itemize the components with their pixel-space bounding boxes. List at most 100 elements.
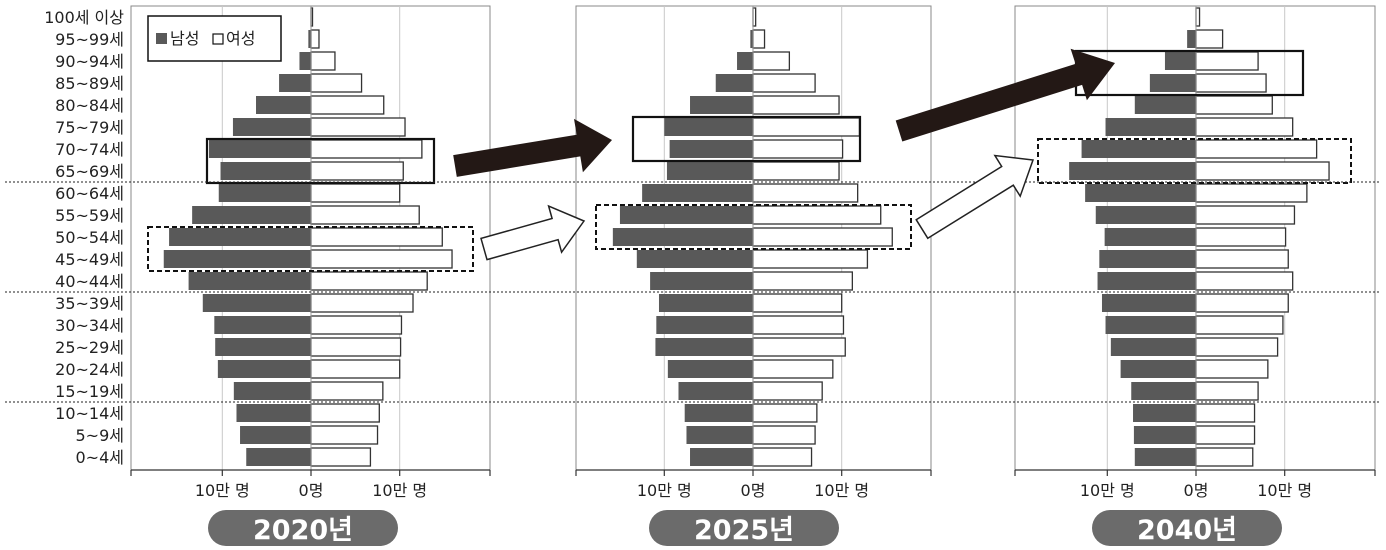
bar-female <box>310 73 363 93</box>
bar-male <box>163 250 311 268</box>
age-label: 100세 이상 <box>44 8 124 27</box>
bar-female <box>310 425 379 445</box>
bar-male <box>236 404 311 422</box>
x-tick-label: 10만 명 <box>372 481 427 500</box>
arrow-solid <box>895 48 1115 142</box>
bar-female <box>1195 161 1330 181</box>
age-label: 55~59세 <box>55 206 124 225</box>
x-tick-label: 10만 명 <box>1080 481 1135 500</box>
bar-female <box>1195 139 1318 159</box>
bar-male <box>1101 294 1196 312</box>
bar-male <box>246 448 311 466</box>
bar-female <box>1195 183 1308 203</box>
age-label: 85~89세 <box>55 74 124 93</box>
bar-male <box>218 184 311 202</box>
bar-female <box>752 73 816 93</box>
bar-male <box>1134 96 1196 114</box>
bar-female <box>310 117 406 137</box>
bar-female <box>752 29 766 49</box>
bar-male <box>202 294 311 312</box>
bar-male <box>650 272 753 290</box>
age-label: 90~94세 <box>55 52 124 71</box>
bar-female <box>1195 271 1294 291</box>
bar-male <box>1110 338 1196 356</box>
bar-female <box>310 293 414 313</box>
highlight-box-solid <box>631 115 862 163</box>
bar-female <box>1195 7 1201 27</box>
highlight-box-dashed <box>147 226 474 272</box>
bar-female <box>1195 227 1287 247</box>
bar-female <box>310 95 385 115</box>
age-label: 45~49세 <box>55 250 124 269</box>
age-label: 5~9세 <box>76 426 125 445</box>
highlight-box-dashed <box>1037 138 1352 184</box>
legend-male-label: 남성 <box>170 29 199 48</box>
age-label: 65~69세 <box>55 162 124 181</box>
x-tick-label: 10만 명 <box>637 481 692 500</box>
bar-female <box>752 315 845 335</box>
age-labels: 100세 이상 95~99세 90~94세 85~89세 80~84세 75~79세 70~… <box>44 8 124 467</box>
bar-female <box>1195 293 1289 313</box>
bar-male <box>690 96 753 114</box>
bar-male <box>686 426 753 444</box>
x-tick-label: 10만 명 <box>814 481 869 500</box>
bar-male <box>1149 74 1196 92</box>
year-label: 2025년 <box>694 515 794 546</box>
age-label: 20~24세 <box>55 360 124 379</box>
bar-female <box>752 205 882 225</box>
x-tick-label: 0명 <box>741 481 766 500</box>
arrow-outline <box>480 204 586 261</box>
transition-arrows <box>5 48 1381 403</box>
bar-female <box>1195 337 1279 357</box>
bar-male <box>188 272 311 290</box>
bar-female <box>310 337 402 357</box>
bar-female <box>752 95 840 115</box>
arrow-solid <box>453 118 612 177</box>
bar-female <box>752 161 840 181</box>
legend: 남성 여성 <box>147 15 282 62</box>
bar-female <box>1195 403 1256 423</box>
bar-female <box>1195 29 1224 49</box>
bar-female <box>1195 73 1267 93</box>
legend-female-swatch <box>212 33 224 45</box>
bar-male <box>664 118 753 136</box>
bar-female <box>1195 117 1294 137</box>
age-label: 75~79세 <box>55 118 124 137</box>
bar-male <box>256 96 311 114</box>
bar-female <box>310 139 423 159</box>
year-pill <box>208 510 398 546</box>
bar-male <box>299 52 311 70</box>
bar-female <box>310 227 443 247</box>
age-label: 80~84세 <box>55 96 124 115</box>
bar-male <box>1105 316 1196 334</box>
bar-male <box>1187 30 1196 48</box>
bar-female <box>1195 381 1259 401</box>
bar-male <box>1099 250 1196 268</box>
bar-male <box>1081 140 1196 158</box>
bar-male <box>1133 426 1196 444</box>
age-label: 70~74세 <box>55 140 124 159</box>
bar-female <box>752 51 791 71</box>
x-tick-label: 0명 <box>1184 481 1209 500</box>
bar-male <box>1133 404 1196 422</box>
year-pill <box>649 510 839 546</box>
bar-male <box>169 228 311 246</box>
bar-female <box>752 117 861 137</box>
age-label: 95~99세 <box>55 30 124 49</box>
age-label: 50~54세 <box>55 228 124 247</box>
bar-female <box>752 425 816 445</box>
age-label: 40~44세 <box>55 272 124 291</box>
bar-female <box>752 403 818 423</box>
bar-male <box>1104 228 1196 246</box>
bar-female <box>310 271 428 291</box>
year-label: 2020년 <box>253 515 353 546</box>
bar-female <box>1195 359 1269 379</box>
bar-male <box>642 184 753 202</box>
arrow-outline <box>915 154 1035 240</box>
legend-female-label: 여성 <box>226 29 255 48</box>
age-label: 25~29세 <box>55 338 124 357</box>
bar-male <box>678 382 753 400</box>
